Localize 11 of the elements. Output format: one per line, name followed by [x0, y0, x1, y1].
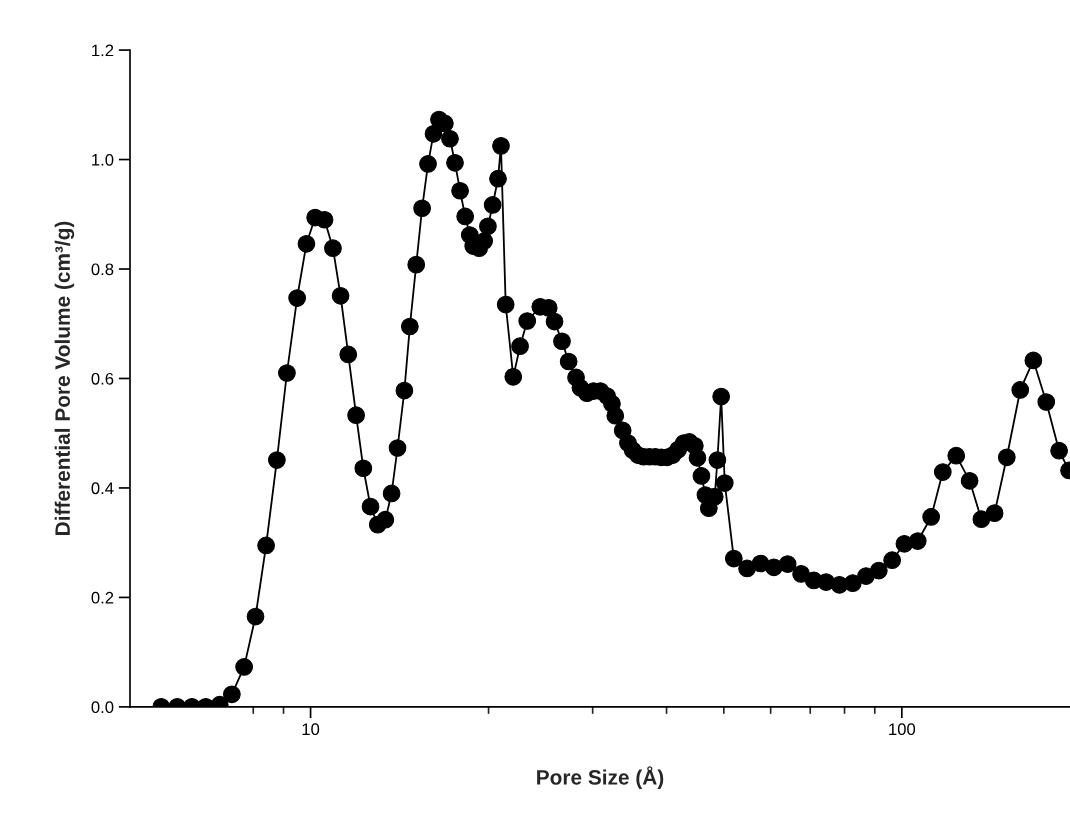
y-tick-label: 1.0 [92, 153, 114, 166]
x-tick-label: 100 [889, 723, 916, 736]
y-axis-title: Differential Pore Volume (cm³/g) [54, 221, 75, 535]
y-tick-label: 0.4 [91, 482, 114, 495]
y-tick-label: 0.6 [91, 372, 114, 385]
x-tick-label: 10 [302, 723, 320, 736]
y-tick-label: 1.2 [92, 44, 114, 57]
y-tick-label: 0.0 [91, 701, 114, 714]
y-tick-label: 0.2 [91, 591, 114, 604]
y-tick-label: 0.8 [91, 263, 114, 276]
x-axis-title: Pore Size (Å) [537, 766, 664, 789]
